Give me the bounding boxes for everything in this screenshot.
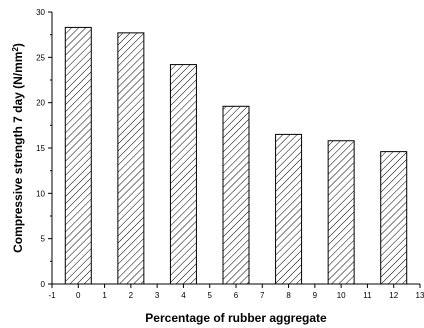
x-tick-label--1: -1 [48, 291, 56, 300]
x-tick-label-10: 10 [337, 291, 346, 300]
y-tick-label-0: 0 [41, 280, 46, 289]
y-tick-label-20: 20 [36, 99, 45, 108]
x-tick-label-8: 8 [286, 291, 291, 300]
x-tick-label-1: 1 [102, 291, 107, 300]
x-tick-label-5: 5 [207, 291, 212, 300]
x-tick-label-13: 13 [416, 291, 424, 300]
y-tick-label-15: 15 [36, 144, 45, 153]
x-axis-title: Percentage of rubber aggregate [145, 311, 327, 325]
x-tick-label-6: 6 [234, 291, 239, 300]
bars-group [64, 26, 408, 285]
x-tick-label-7: 7 [260, 291, 265, 300]
x-tick-label-2: 2 [129, 291, 134, 300]
y-axis-title: Compressive strength 7 day (N/mm2) [11, 43, 26, 253]
y-tick-label-5: 5 [41, 235, 46, 244]
bar-6 [222, 105, 250, 285]
bar-4 [169, 64, 197, 285]
y-tick-label-25: 25 [36, 53, 45, 62]
bar-8 [275, 133, 303, 285]
bar-0 [64, 26, 92, 285]
x-tick-label-12: 12 [389, 291, 398, 300]
bar-2 [117, 32, 145, 285]
x-tick-label-3: 3 [155, 291, 160, 300]
x-tick-label-0: 0 [76, 291, 81, 300]
y-axis-title-main: Compressive strength 7 day (N/mm [11, 52, 25, 253]
y-tick-label-30: 30 [36, 8, 45, 17]
x-tick-label-4: 4 [181, 291, 186, 300]
bar-10 [327, 140, 355, 285]
y-tick-label-10: 10 [36, 189, 45, 198]
y-axis-title-tail: ) [11, 43, 25, 47]
bar-12 [380, 151, 408, 285]
y-axis-title-superscript: 2 [11, 47, 20, 52]
x-tick-label-9: 9 [313, 291, 318, 300]
x-tick-label-11: 11 [363, 291, 372, 300]
